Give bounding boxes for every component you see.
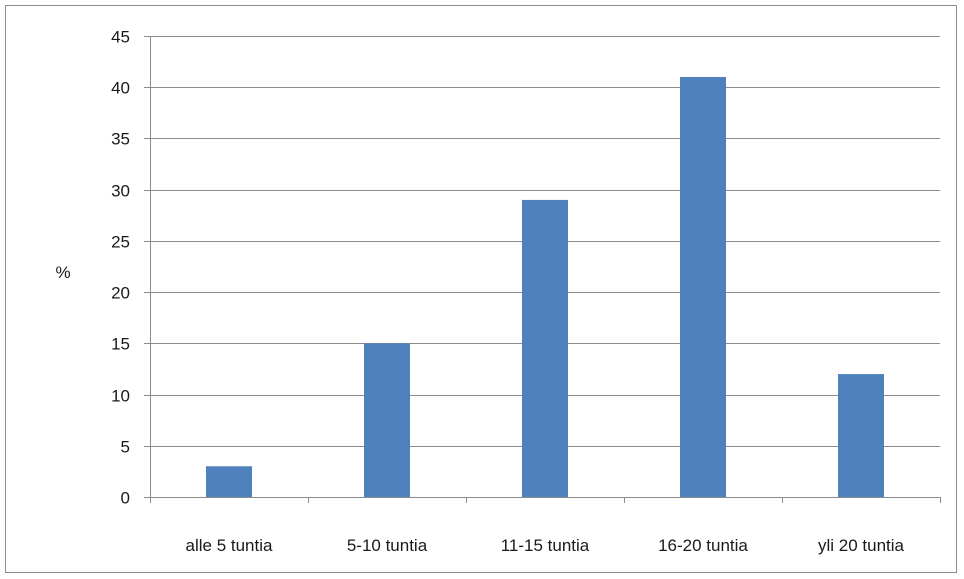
x-tick-label: alle 5 tuntia xyxy=(186,536,273,555)
y-tick-label: 25 xyxy=(111,233,130,252)
bar xyxy=(522,199,568,497)
y-tick-label: 5 xyxy=(121,438,130,457)
x-tick-label: 11-15 tuntia xyxy=(501,536,590,555)
y-tick-label: 0 xyxy=(121,489,130,508)
y-tick-label: 40 xyxy=(111,79,130,98)
x-tick-label: yli 20 tuntia xyxy=(818,536,905,555)
y-tick-label: 45 xyxy=(111,28,130,47)
bar xyxy=(838,374,884,497)
x-tick-label: 5-10 tuntia xyxy=(347,536,428,555)
bar xyxy=(206,466,252,497)
chart-frame xyxy=(5,5,957,573)
y-axis-label: % xyxy=(55,263,70,282)
x-axis xyxy=(150,36,941,503)
x-axis-ticks: alle 5 tuntia 5-10 tuntia 11-15 tuntia 16-2… xyxy=(186,536,905,555)
y-tick-label: 10 xyxy=(111,387,130,406)
x-tick-label: 16-20 tuntia xyxy=(658,536,748,555)
y-axis-ticks: 0 5 10 15 20 25 30 35 40 45 xyxy=(111,28,130,508)
bar xyxy=(680,76,726,497)
y-tick-label: 15 xyxy=(111,335,130,354)
y-tick-label: 30 xyxy=(111,182,130,201)
bars xyxy=(206,76,884,497)
y-tick-label: 20 xyxy=(111,284,130,303)
bar xyxy=(364,343,410,497)
y-tick-label: 35 xyxy=(111,130,130,149)
